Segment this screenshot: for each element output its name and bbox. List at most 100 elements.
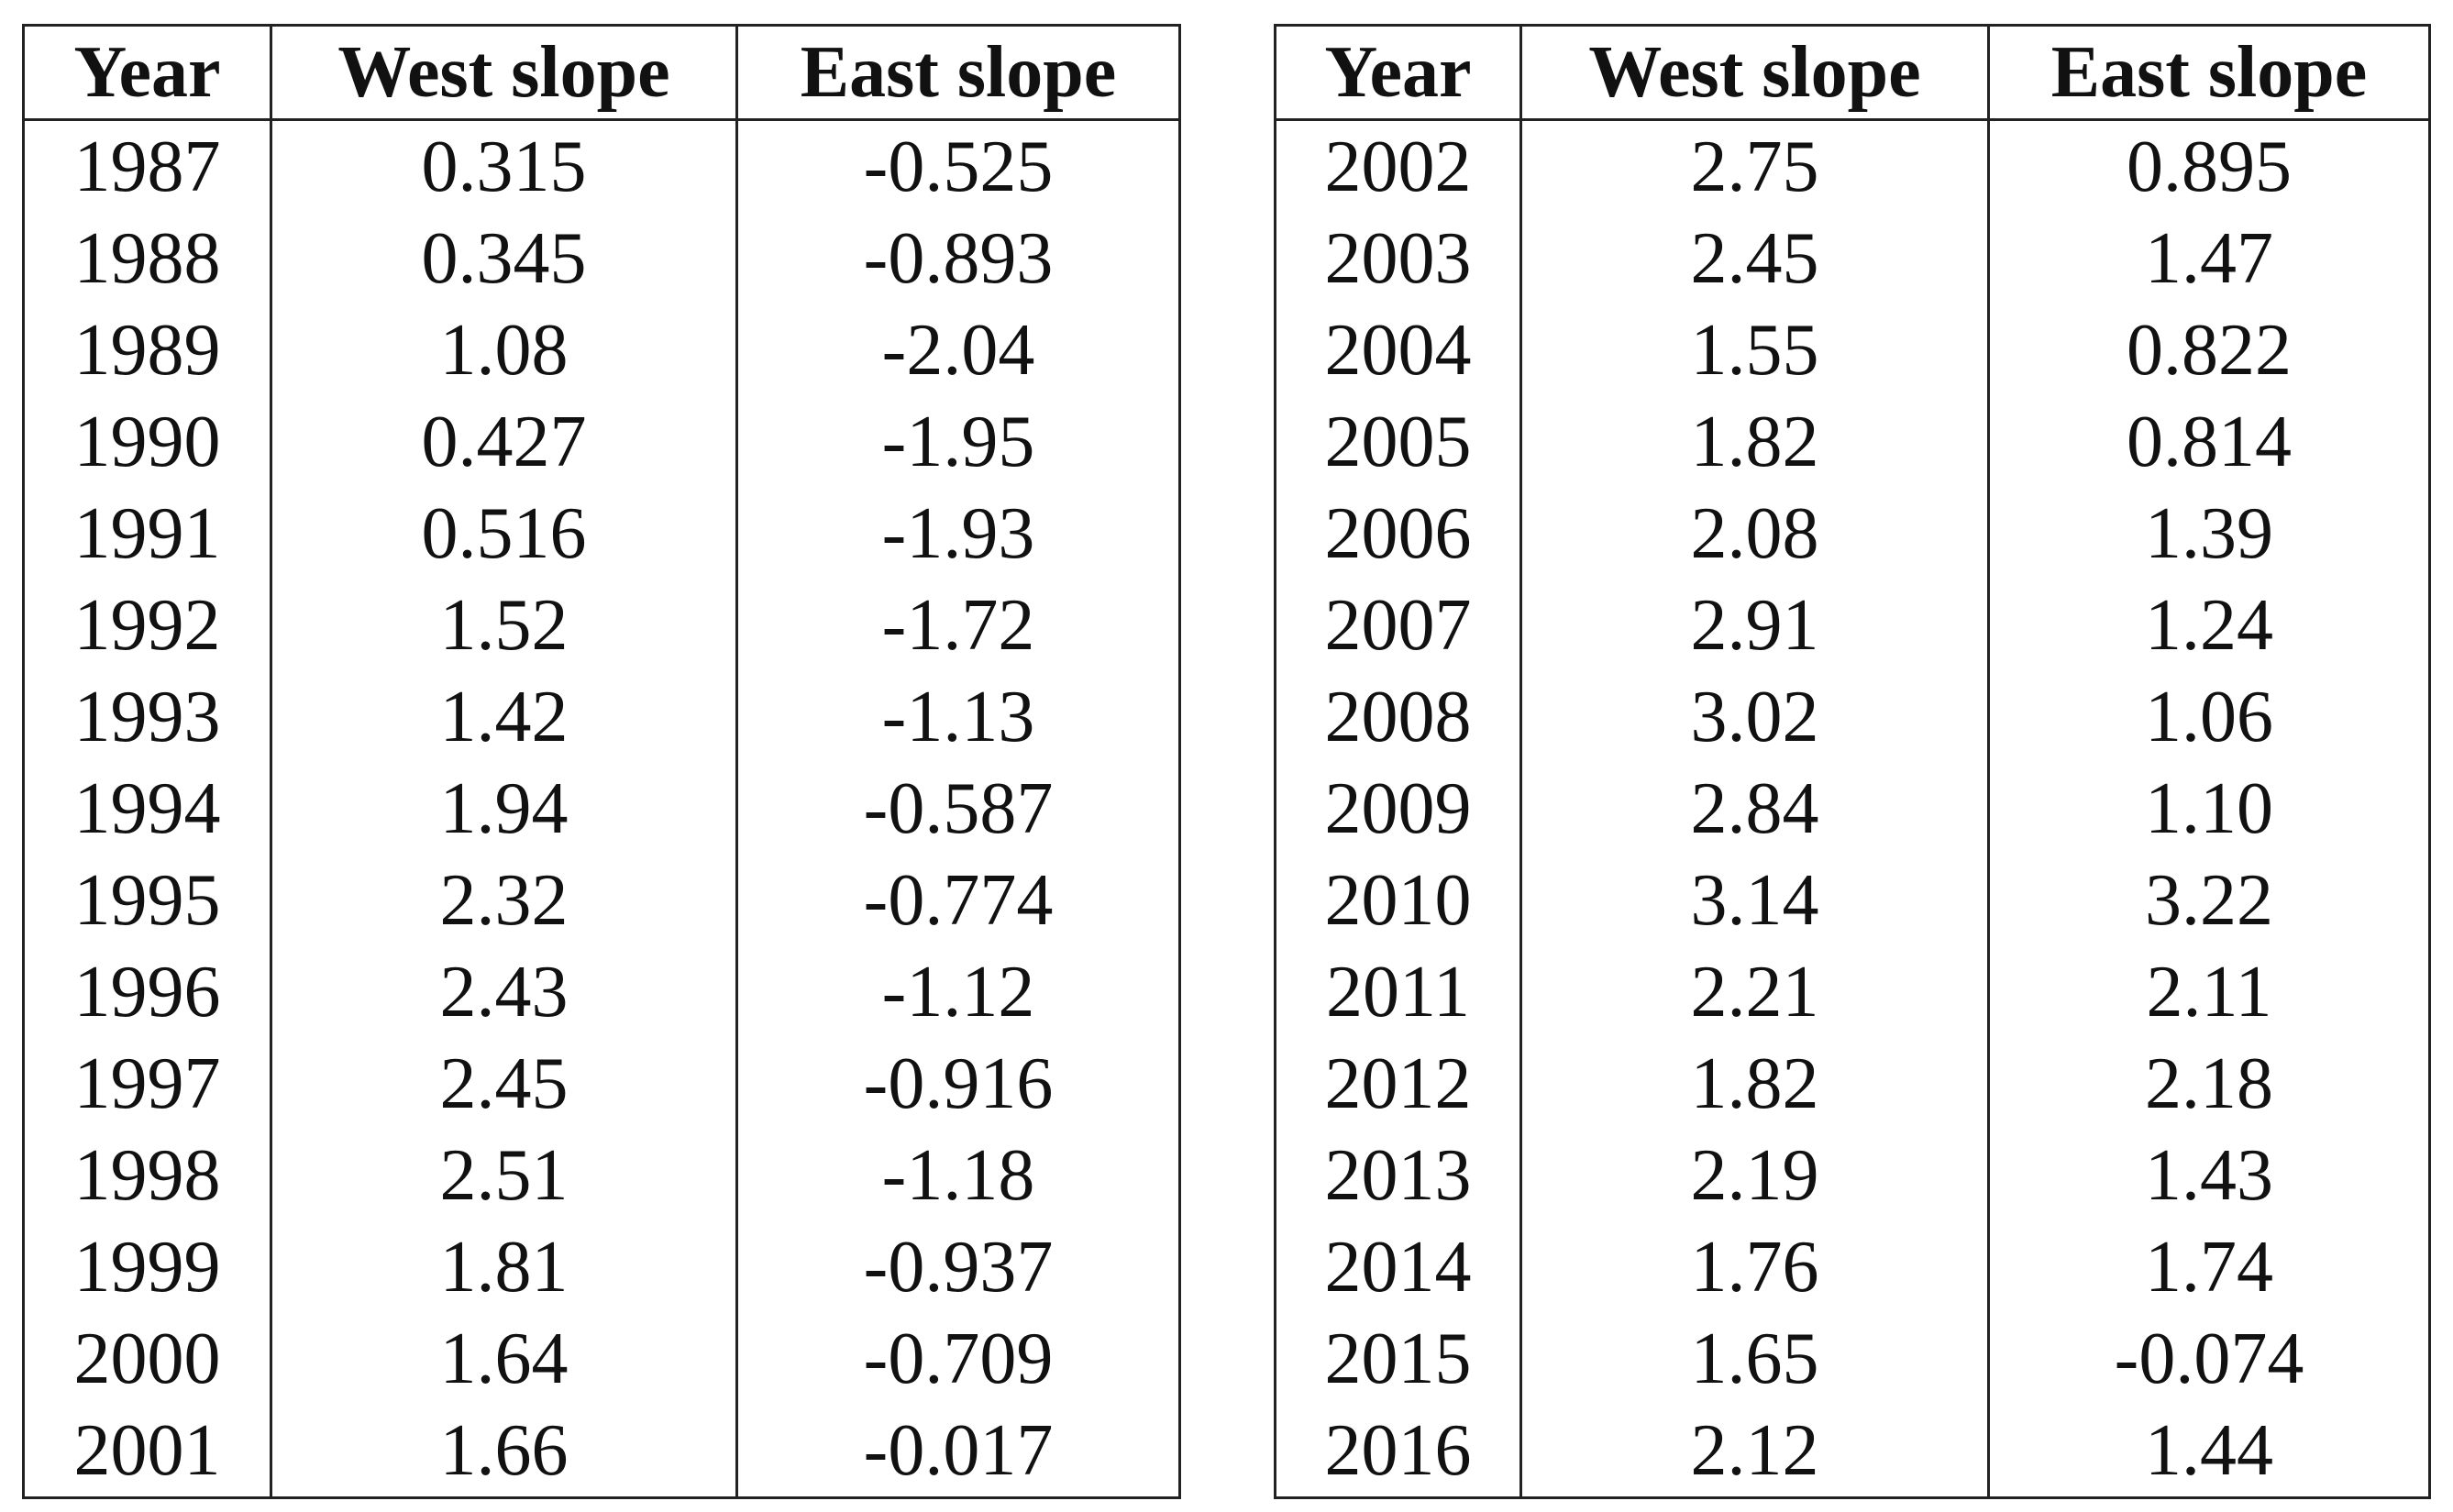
slope-cell: 1.66 (270, 1405, 737, 1498)
slope-cell: 1.42 (270, 671, 737, 763)
year-cell: 1998 (73, 1135, 221, 1216)
slope-cell: 1.64 (270, 1313, 737, 1405)
table-row: 2016 2.12 1.44 (1276, 1405, 2430, 1498)
slope-cell: -0.937 (735, 1221, 1180, 1313)
year-cell: 2007 (1324, 585, 1472, 666)
slope-cell: 1.94 (270, 763, 737, 855)
table-row: 1995 2.32 -0.774 (24, 855, 1180, 946)
table-row: 2011 2.21 2.11 (1276, 946, 2430, 1038)
slope-cell: -2.04 (735, 304, 1180, 396)
slope-cell: 2.18 (1987, 1038, 2430, 1130)
slope-cell: 1.76 (1519, 1221, 1989, 1313)
year-cell: 2010 (1324, 860, 1472, 941)
slope-cell: 0.516 (270, 488, 737, 579)
slope-cell: 1.55 (1519, 304, 1989, 396)
slope-cell: 1.39 (1987, 488, 2430, 579)
year-cell: 2005 (1324, 402, 1472, 482)
header-cell: Year (1275, 25, 1521, 121)
slope-cell: -1.12 (735, 946, 1180, 1038)
year-cell: 1996 (73, 952, 221, 1032)
table-row: 1993 1.42 -1.13 (24, 671, 1180, 763)
table-row: 2003 2.45 1.47 (1276, 213, 2430, 304)
year-cell: 1994 (73, 768, 221, 849)
slope-cell: 1.47 (1987, 213, 2430, 304)
slope-cell: -1.93 (735, 488, 1180, 579)
table-row: 2007 2.91 1.24 (1276, 579, 2430, 671)
slope-cell: 2.32 (270, 855, 737, 946)
year-cell: 2003 (1324, 218, 1472, 299)
year-cell: 1991 (73, 493, 221, 574)
slope-cell: 0.315 (270, 119, 737, 213)
year-cell: 2004 (1324, 310, 1472, 391)
data-table: Year West slope East slope 1987 0.315 -0.525 1… (22, 24, 1181, 1499)
year-cell: 2015 (1324, 1319, 1472, 1399)
slope-cell: 1.65 (1519, 1313, 1989, 1405)
year-cell: 2013 (1324, 1135, 1472, 1216)
year-cell: 2002 (1324, 127, 1472, 207)
slope-cell: 2.43 (270, 946, 737, 1038)
slope-cell: 2.51 (270, 1130, 737, 1221)
slope-cell: -0.709 (735, 1313, 1180, 1405)
data-table: Year West slope East slope 2002 2.75 0.895 200… (1274, 24, 2431, 1499)
slope-cell: -0.774 (735, 855, 1180, 946)
slope-cell: -1.18 (735, 1130, 1180, 1221)
slope-cell: 3.14 (1519, 855, 1989, 946)
table-row: 1992 1.52 -1.72 (24, 579, 1180, 671)
table-row: 1989 1.08 -2.04 (24, 304, 1180, 396)
table-row: 2002 2.75 0.895 (1276, 119, 2430, 213)
slope-cell: 0.345 (270, 213, 737, 304)
slope-cell: 1.82 (1519, 396, 1989, 488)
table-row: 1990 0.427 -1.95 (24, 396, 1180, 488)
year-cell: 1989 (73, 310, 221, 391)
year-cell: 2006 (1324, 493, 1472, 574)
header-cell: Year (23, 25, 271, 121)
header-cell: East slope (735, 25, 1180, 121)
slope-cell: 1.44 (1987, 1405, 2430, 1498)
table-row: 2014 1.76 1.74 (1276, 1221, 2430, 1313)
slope-cell: 2.45 (270, 1038, 737, 1130)
table-row: 2004 1.55 0.822 (1276, 304, 2430, 396)
table-header: Year West slope East slope (23, 25, 1180, 121)
year-cell: 1999 (73, 1227, 221, 1308)
slope-cell: 0.814 (1987, 396, 2430, 488)
slope-cell: -0.525 (735, 119, 1180, 213)
slope-cell: -0.017 (735, 1405, 1180, 1498)
table-row: 2013 2.19 1.43 (1276, 1130, 2430, 1221)
table-row: 1996 2.43 -1.12 (24, 946, 1180, 1038)
table-row: 1997 2.45 -0.916 (24, 1038, 1180, 1130)
slope-cell: -0.916 (735, 1038, 1180, 1130)
header-cell: East slope (1987, 25, 2430, 121)
header-row: Year West slope East slope (23, 25, 1180, 121)
slope-cell: 2.84 (1519, 763, 1989, 855)
year-cell: 2012 (1324, 1043, 1472, 1124)
slope-cell: -1.72 (735, 579, 1180, 671)
slope-cell: 2.08 (1519, 488, 1989, 579)
slope-cell: 1.24 (1987, 579, 2430, 671)
slope-cell: 2.45 (1519, 213, 1989, 304)
year-cell: 1992 (73, 585, 221, 666)
year-cell: 2001 (73, 1410, 221, 1491)
table-row: 1994 1.94 -0.587 (24, 763, 1180, 855)
slope-cell: 3.02 (1519, 671, 1989, 763)
header-cell: West slope (1519, 25, 1989, 121)
slope-cell: 0.822 (1987, 304, 2430, 396)
slope-cell: -0.587 (735, 763, 1180, 855)
year-cell: 2011 (1325, 952, 1471, 1032)
slope-cell: 2.75 (1519, 119, 1989, 213)
year-cell: 1997 (73, 1043, 221, 1124)
header-row: Year West slope East slope (1275, 25, 2430, 121)
table-body: 2002 2.75 0.895 2003 2.45 1.47 2004 1.55 0.822 20… (1276, 119, 2430, 1498)
table-row: 2008 3.02 1.06 (1276, 671, 2430, 763)
year-cell: 1988 (73, 218, 221, 299)
table-body: 1987 0.315 -0.525 1988 0.345 -0.893 1989 1.08 -2… (24, 119, 1180, 1498)
slope-cell: 1.74 (1987, 1221, 2430, 1313)
table-row: 1987 0.315 -0.525 (24, 119, 1180, 213)
table-row: 1998 2.51 -1.18 (24, 1130, 1180, 1221)
year-cell: 2014 (1324, 1227, 1472, 1308)
slope-cell: -0.893 (735, 213, 1180, 304)
table-row: 2005 1.82 0.814 (1276, 396, 2430, 488)
year-cell: 2009 (1324, 768, 1472, 849)
table-row: 2001 1.66 -0.017 (24, 1405, 1180, 1498)
year-cell: 2000 (73, 1319, 221, 1399)
header-cell: West slope (270, 25, 737, 121)
